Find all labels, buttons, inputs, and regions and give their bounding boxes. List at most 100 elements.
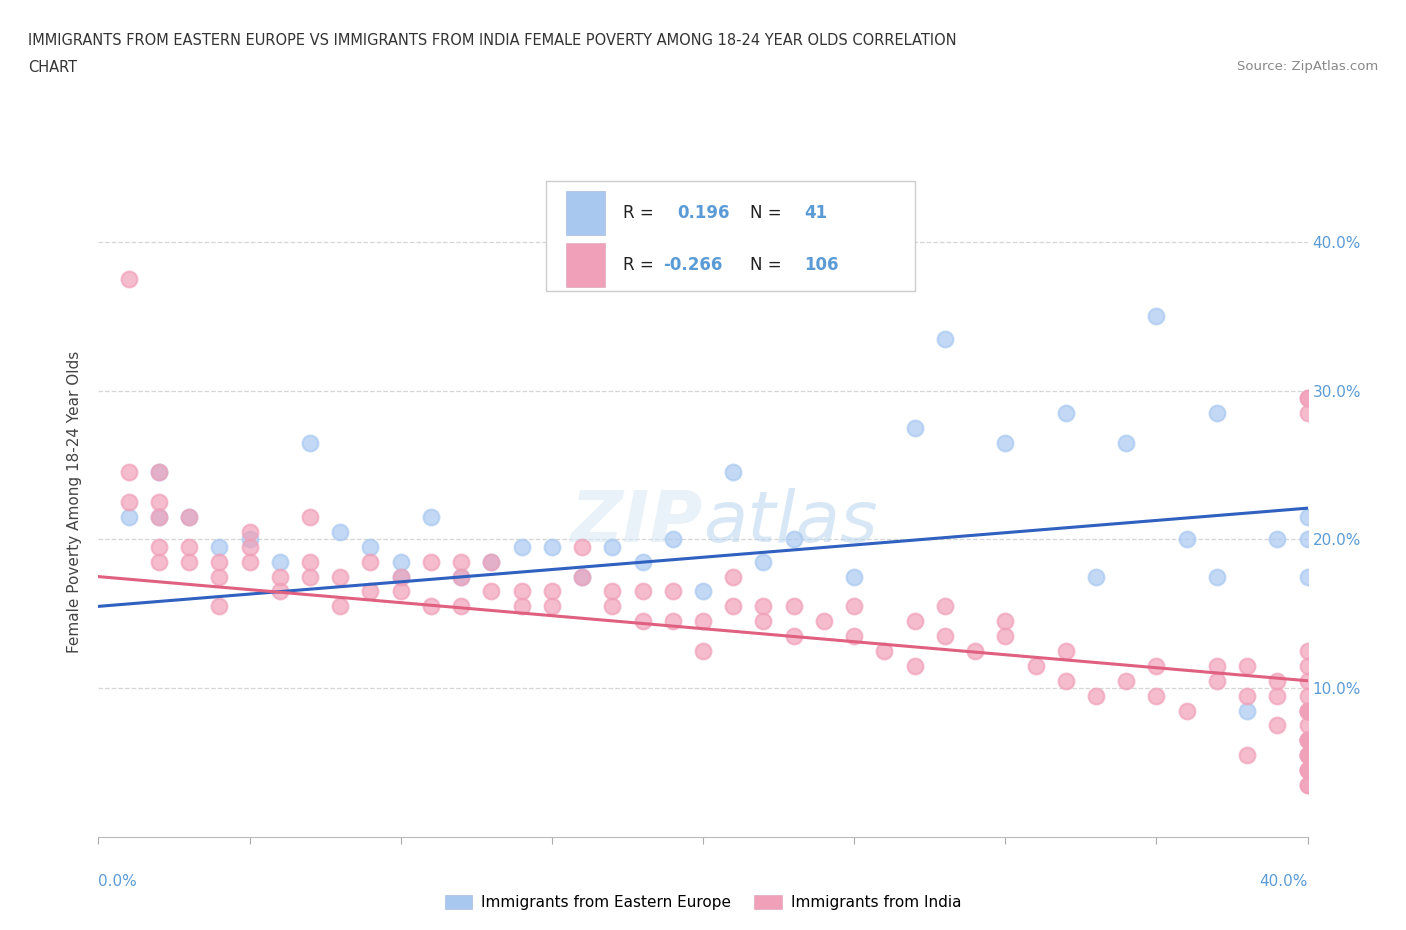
Point bbox=[571, 539, 593, 554]
Point bbox=[360, 554, 382, 569]
Point bbox=[1296, 733, 1319, 748]
Point bbox=[239, 532, 262, 547]
Point bbox=[208, 554, 231, 569]
Point bbox=[873, 644, 896, 658]
Point bbox=[994, 435, 1017, 450]
Point bbox=[934, 629, 956, 644]
Point bbox=[1296, 703, 1319, 718]
Point bbox=[148, 465, 170, 480]
Point bbox=[1054, 405, 1077, 420]
Point bbox=[1115, 673, 1137, 688]
Point bbox=[1054, 644, 1077, 658]
Point bbox=[510, 584, 533, 599]
Point bbox=[934, 331, 956, 346]
Point bbox=[1296, 703, 1319, 718]
Point bbox=[1267, 532, 1289, 547]
Point bbox=[148, 554, 170, 569]
Point bbox=[1296, 532, 1319, 547]
Point bbox=[844, 599, 866, 614]
Text: 0.0%: 0.0% bbox=[98, 874, 138, 889]
Point bbox=[1296, 688, 1319, 703]
Point bbox=[299, 435, 322, 450]
Point bbox=[571, 569, 593, 584]
Text: N =: N = bbox=[751, 256, 782, 274]
FancyBboxPatch shape bbox=[567, 192, 605, 235]
Point bbox=[752, 599, 775, 614]
Point bbox=[239, 554, 262, 569]
Point bbox=[179, 510, 201, 525]
Point bbox=[239, 525, 262, 539]
Point bbox=[1236, 658, 1258, 673]
Point bbox=[118, 495, 141, 510]
Point bbox=[1296, 703, 1319, 718]
Point bbox=[1206, 569, 1229, 584]
Point bbox=[1144, 688, 1167, 703]
Point bbox=[118, 465, 141, 480]
Point bbox=[723, 569, 745, 584]
Point bbox=[1267, 718, 1289, 733]
Point bbox=[360, 539, 382, 554]
Point bbox=[1296, 510, 1319, 525]
Point bbox=[904, 614, 927, 629]
Point bbox=[510, 599, 533, 614]
Point bbox=[752, 554, 775, 569]
Point bbox=[148, 465, 170, 480]
Point bbox=[148, 495, 170, 510]
Point bbox=[692, 644, 714, 658]
Point bbox=[481, 554, 503, 569]
Point bbox=[1296, 673, 1319, 688]
Point bbox=[1296, 718, 1319, 733]
Point bbox=[208, 599, 231, 614]
FancyBboxPatch shape bbox=[546, 180, 915, 291]
Point bbox=[1296, 703, 1319, 718]
Point bbox=[1296, 733, 1319, 748]
Point bbox=[420, 554, 443, 569]
Point bbox=[965, 644, 987, 658]
Point bbox=[360, 584, 382, 599]
Point bbox=[571, 569, 593, 584]
Point bbox=[1236, 748, 1258, 763]
Point bbox=[179, 510, 201, 525]
Point bbox=[904, 658, 927, 673]
Point bbox=[329, 569, 352, 584]
Point bbox=[1296, 733, 1319, 748]
Point bbox=[1175, 703, 1198, 718]
Text: 106: 106 bbox=[804, 256, 839, 274]
Point bbox=[540, 539, 562, 554]
Point bbox=[1296, 569, 1319, 584]
Point bbox=[148, 510, 170, 525]
Point bbox=[118, 510, 141, 525]
Point bbox=[844, 629, 866, 644]
Point bbox=[239, 539, 262, 554]
Point bbox=[1296, 405, 1319, 420]
Point bbox=[208, 539, 231, 554]
Point bbox=[269, 584, 291, 599]
Point bbox=[662, 614, 685, 629]
Point bbox=[783, 599, 806, 614]
Point bbox=[269, 569, 291, 584]
Point bbox=[420, 510, 443, 525]
Text: ZIP: ZIP bbox=[571, 488, 703, 557]
Point bbox=[481, 554, 503, 569]
Point bbox=[269, 554, 291, 569]
Point bbox=[602, 584, 624, 599]
Point bbox=[1236, 688, 1258, 703]
Point bbox=[540, 584, 562, 599]
Legend: Immigrants from Eastern Europe, Immigrants from India: Immigrants from Eastern Europe, Immigran… bbox=[439, 889, 967, 916]
Text: 0.196: 0.196 bbox=[678, 205, 730, 222]
Point bbox=[299, 510, 322, 525]
Point bbox=[1296, 391, 1319, 405]
Point bbox=[118, 272, 141, 286]
Point bbox=[1296, 763, 1319, 777]
Point bbox=[723, 465, 745, 480]
Point bbox=[1267, 688, 1289, 703]
Text: -0.266: -0.266 bbox=[664, 256, 723, 274]
Text: atlas: atlas bbox=[703, 488, 877, 557]
Point bbox=[1054, 673, 1077, 688]
Point bbox=[631, 584, 654, 599]
Point bbox=[1085, 688, 1108, 703]
Point bbox=[1296, 391, 1319, 405]
Point bbox=[389, 569, 412, 584]
Point bbox=[692, 584, 714, 599]
Point bbox=[1236, 703, 1258, 718]
